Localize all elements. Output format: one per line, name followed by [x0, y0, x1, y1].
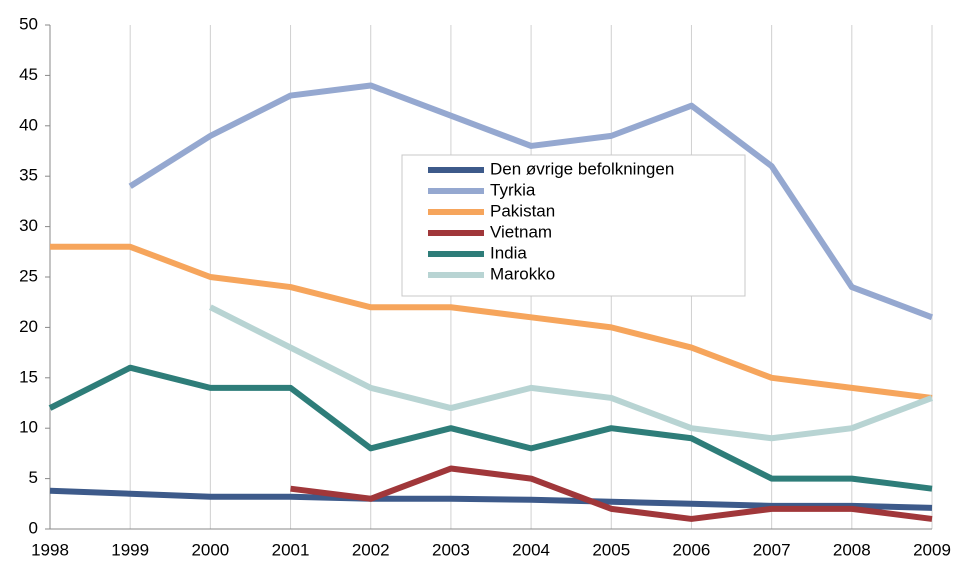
y-tick-label: 50: [19, 14, 38, 33]
x-tick-label: 2000: [191, 540, 229, 559]
legend-label: Den øvrige befolkningen: [490, 159, 674, 178]
y-tick-label: 0: [29, 518, 38, 537]
y-tick-label: 20: [19, 317, 38, 336]
series-line: [128, 82, 934, 321]
x-tick-label: 2004: [512, 540, 550, 559]
x-tick-label: 1998: [31, 540, 69, 559]
legend-label: India: [490, 243, 527, 262]
y-tick-label: 10: [19, 418, 38, 437]
x-tick-label: 2007: [753, 540, 791, 559]
y-tick-label: 45: [19, 65, 38, 84]
x-tick-label: 1999: [111, 540, 149, 559]
x-tick-label: 2002: [352, 540, 390, 559]
series-line: [290, 465, 933, 522]
series-line: [49, 487, 933, 511]
y-tick-label: 25: [19, 266, 38, 285]
x-tick-label: 2003: [432, 540, 470, 559]
x-tick-label: 2008: [833, 540, 871, 559]
legend-label: Vietnam: [490, 222, 552, 241]
series-line: [209, 304, 934, 442]
legend-label: Marokko: [490, 264, 555, 283]
legend-label: Tyrkia: [490, 180, 536, 199]
x-tick-label: 2005: [592, 540, 630, 559]
y-tick-label: 40: [19, 115, 38, 134]
y-tick-label: 5: [29, 468, 38, 487]
legend-label: Pakistan: [490, 201, 555, 220]
series-line: [50, 243, 933, 401]
y-tick-label: 35: [19, 166, 38, 185]
x-tick-label: 2009: [913, 540, 951, 559]
y-tick-label: 30: [19, 216, 38, 235]
y-tick-label: 15: [19, 367, 38, 386]
x-tick-label: 2006: [673, 540, 711, 559]
x-tick-label: 2001: [272, 540, 310, 559]
series-line: [48, 364, 933, 492]
